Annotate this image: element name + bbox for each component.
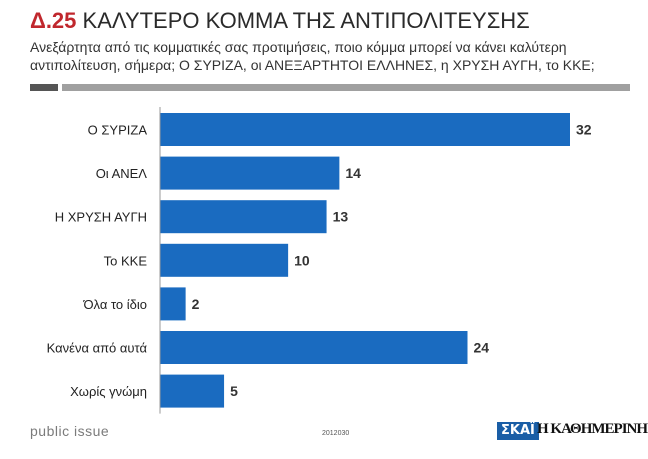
bar [160,243,289,277]
value-label: 5 [230,383,238,399]
skai-logo: ΣΚΑΪ [497,422,539,440]
bar [160,200,327,234]
value-label: 14 [345,165,361,181]
brand-label: public issue [30,423,110,439]
bar [160,374,225,408]
value-label: 32 [576,122,592,138]
category-label: Χωρίς γνώμη [70,384,147,399]
bar [160,156,340,190]
title-text: ΚΑΛΥΤΕΡΟ ΚΟΜΜΑ ΤΗΣ ΑΝΤΙΠΟΛΙΤΕΥΣΗΣ [82,8,530,33]
question-text: Ανεξάρτητα από τις κομματικές σας προτιμ… [30,38,630,74]
category-label: Κανένα από αυτά [47,341,148,356]
header-rule-dark [30,84,58,91]
bar [160,113,570,146]
question-number: Δ.25 [30,8,77,33]
bar [160,287,186,321]
value-label: 24 [474,340,490,356]
question-line-1: Ανεξάρτητα από τις κομματικές σας προτιμ… [30,39,567,55]
header-rule-light [62,84,630,91]
category-label: Το ΚΚΕ [104,253,148,268]
value-label: 10 [294,252,310,268]
kathimerini-logo: Η ΚΑΘΗΜΕΡΙΝΗ [537,421,648,437]
bar [160,331,468,364]
category-label: Ο ΣΥΡΙΖΑ [88,123,148,138]
chart-title: Δ.25 ΚΑΛΥΤΕΡΟ ΚΟΜΜΑ ΤΗΣ ΑΝΤΙΠΟΛΙΤΕΥΣΗΣ [30,8,530,34]
value-label: 13 [333,209,349,225]
category-label: Οι ΑΝΕΛ [96,166,148,181]
value-label: 2 [192,296,200,312]
category-label: Η ΧΡΥΣΗ ΑΥΓΗ [55,210,147,225]
survey-code: 2012030 [322,430,350,437]
category-label: Όλα το ίδιο [82,297,147,312]
question-line-2: αντιπολίτευση, σήμερα; Ο ΣΥΡΙΖΑ, οι ΑΝΕΞ… [30,57,595,73]
